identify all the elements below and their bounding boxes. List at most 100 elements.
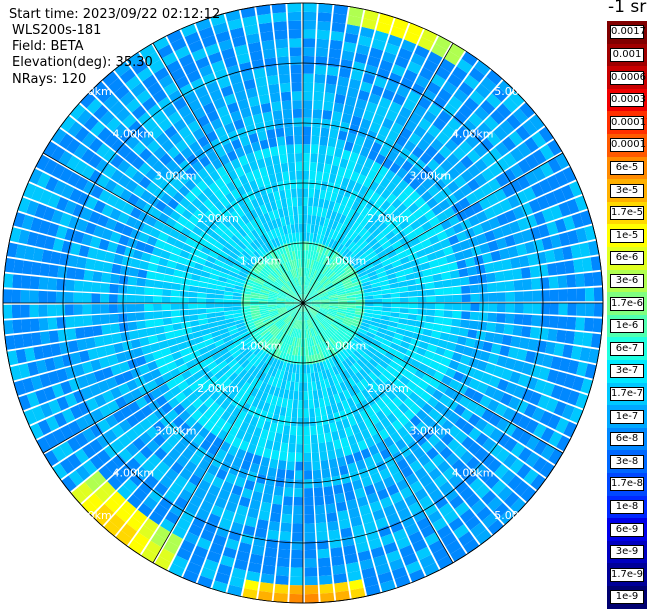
ppi-bin <box>566 274 576 287</box>
ppi-bin <box>21 290 30 303</box>
ppi-bin <box>423 329 433 337</box>
ppi-bin <box>21 319 31 333</box>
ppi-bin <box>315 74 326 84</box>
ppi-bin <box>271 504 282 514</box>
ppi-bin <box>12 305 21 318</box>
ppi-bin <box>330 547 343 557</box>
ppi-bin <box>158 340 168 349</box>
ppi-bin <box>215 299 224 303</box>
ppi-bin <box>400 303 409 308</box>
ppi-bin <box>112 333 122 343</box>
range-ring-label: 2.00km <box>367 212 409 225</box>
ppi-bin <box>303 47 315 56</box>
ppi-bin <box>274 584 288 594</box>
ppi-bin <box>305 585 318 594</box>
ppi-bin <box>303 171 309 180</box>
ppi-bin <box>330 40 343 50</box>
ppi-bin <box>335 448 344 458</box>
ppi-bin <box>30 305 39 318</box>
ppi-bin <box>259 94 270 104</box>
ppi-bin <box>382 298 391 302</box>
ppi-bin <box>303 197 308 206</box>
ppi-bin <box>365 306 374 310</box>
ppi-bin <box>146 271 156 280</box>
ppi-bin <box>556 330 566 343</box>
ppi-bin <box>174 329 184 337</box>
ppi-bin <box>304 391 309 400</box>
range-ring-label: 2.00km <box>197 382 239 395</box>
ppi-bin <box>172 276 182 283</box>
ppi-bin <box>127 286 136 295</box>
ppi-bin <box>118 304 127 313</box>
ppi-bin <box>448 262 458 271</box>
ppi-bin <box>300 250 303 259</box>
ppi-bin <box>547 329 557 342</box>
ppi-bin <box>325 84 336 94</box>
ppi-bin <box>295 462 303 471</box>
ppi-bin <box>83 315 93 326</box>
ppi-bin <box>336 139 345 149</box>
ppi-bin <box>84 270 94 281</box>
range-ring-label: 2.00km <box>367 382 409 395</box>
ppi-bin <box>297 418 303 427</box>
ppi-bin <box>100 283 110 293</box>
ppi-bin <box>470 312 479 321</box>
ppi-bin <box>259 510 270 521</box>
ppi-bin <box>162 304 171 311</box>
ppi-bin <box>31 332 41 346</box>
ppi-bin <box>288 12 301 21</box>
ppi-bin <box>188 298 197 303</box>
ppi-bin <box>316 48 328 58</box>
ppi-bin <box>109 304 118 313</box>
ppi-bin <box>198 314 207 320</box>
ppi-bin <box>391 298 400 303</box>
ppi-bin <box>459 328 469 337</box>
ppi-bin <box>467 329 477 338</box>
ppi-bin <box>320 407 327 417</box>
ppi-bin <box>333 103 344 113</box>
ppi-bin <box>171 290 180 297</box>
colorbar-label: 1e-8 <box>610 500 644 514</box>
ppi-bin <box>281 443 289 453</box>
ppi-bin <box>3 289 12 303</box>
ppi-bin <box>308 382 313 391</box>
ppi-bin <box>92 315 102 325</box>
colorbar-label: 1e-7 <box>610 410 644 424</box>
ppi-bin <box>502 259 512 270</box>
ppi-bin <box>48 318 58 330</box>
ppi-bin <box>109 314 119 323</box>
ppi-bin <box>564 260 574 274</box>
ppi-bin <box>496 313 506 323</box>
ppi-bin <box>197 304 206 309</box>
ppi-bin <box>457 336 467 345</box>
ppi-bin <box>155 273 165 281</box>
ppi-bin <box>316 531 328 541</box>
ppi-bin <box>467 266 477 275</box>
ppi-bin <box>523 291 532 302</box>
ppi-bin <box>291 550 303 559</box>
ppi-bin <box>310 171 317 180</box>
ppi-bin <box>425 316 435 323</box>
ppi-bin <box>224 299 233 303</box>
ppi-bin <box>197 309 206 314</box>
ppi-bin <box>296 162 303 171</box>
ppi-bin <box>576 303 585 316</box>
ppi-bin <box>233 307 242 311</box>
ppi-bin <box>38 291 47 303</box>
ppi-bin <box>292 91 302 100</box>
ppi-bin <box>306 356 309 365</box>
ppi-bin <box>460 277 470 286</box>
range-ring-label: 1.00km <box>240 255 282 268</box>
ppi-bin <box>288 162 295 171</box>
ppi-bin <box>289 435 296 444</box>
ppi-bin <box>287 461 295 470</box>
ppi-bin <box>316 39 329 49</box>
ppi-bin <box>241 297 250 300</box>
ppi-bin <box>299 224 303 233</box>
ppi-bin <box>324 486 334 496</box>
device-label: WLS200s-181 <box>12 22 101 39</box>
ppi-bin <box>319 398 325 408</box>
ppi-bin <box>180 310 189 316</box>
ppi-bin <box>289 215 294 224</box>
ppi-bin <box>281 163 288 173</box>
